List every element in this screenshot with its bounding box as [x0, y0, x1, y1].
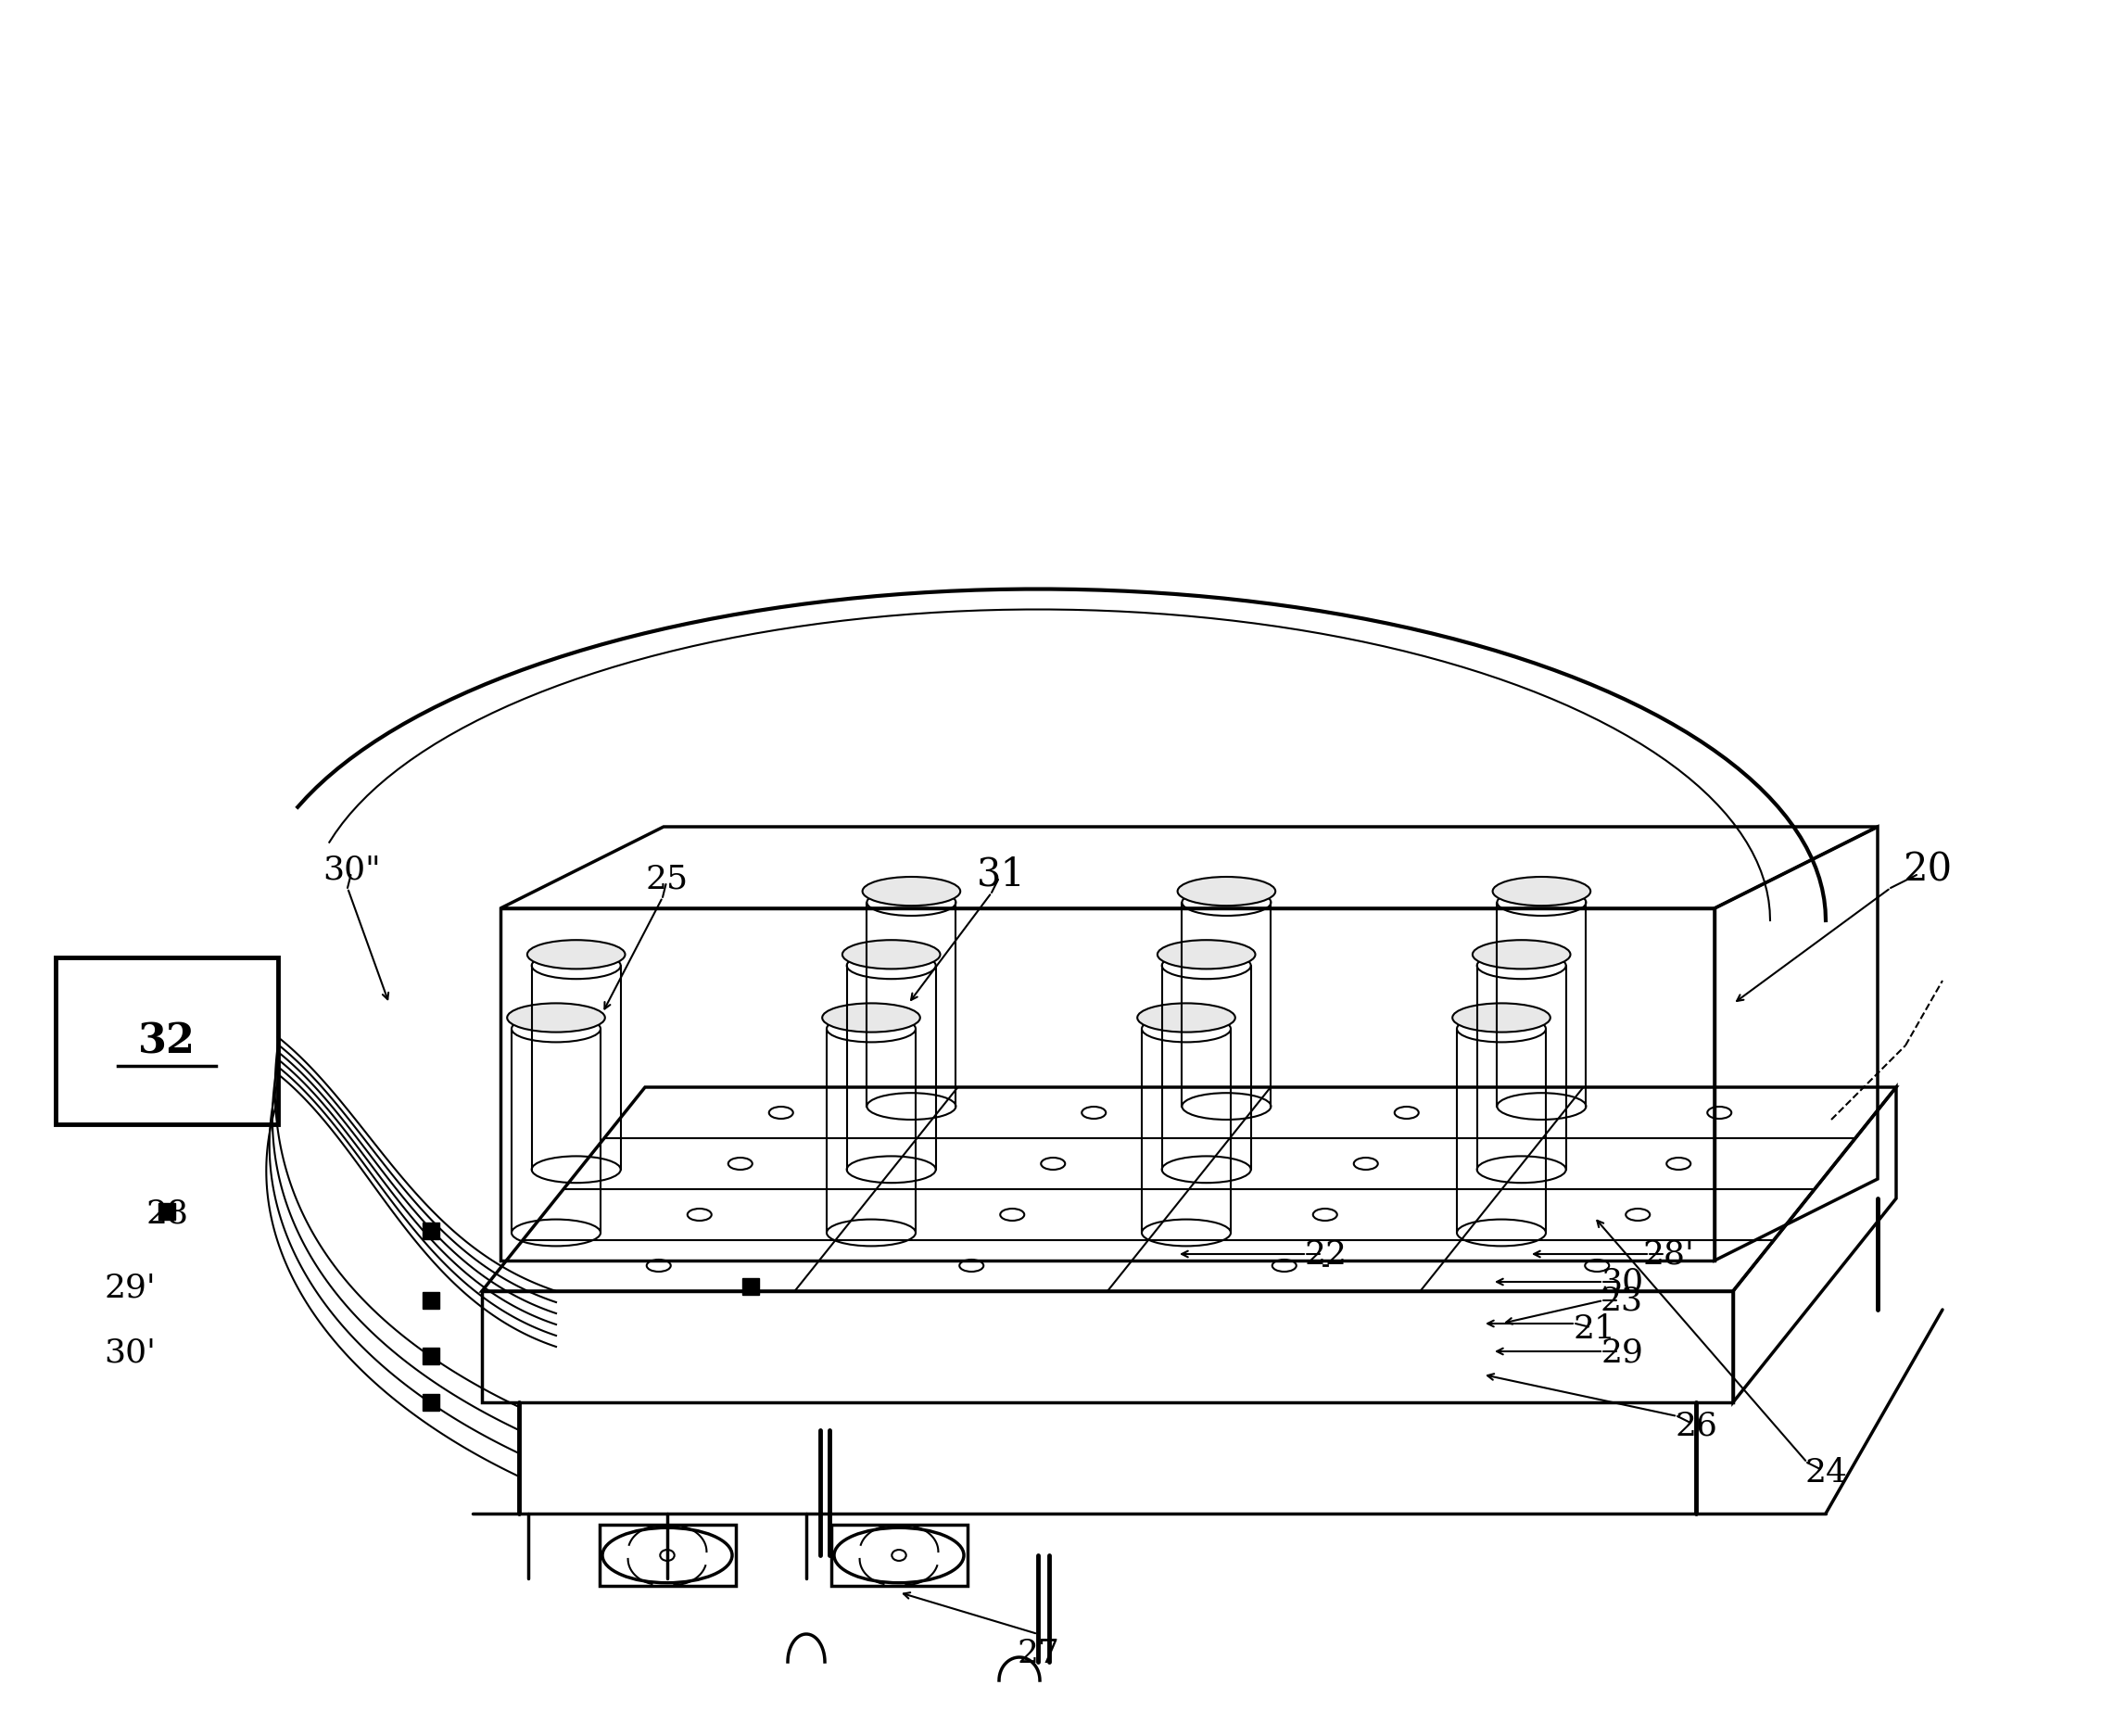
Text: 25: 25 — [646, 863, 689, 894]
Bar — [55, 958, 279, 1125]
Text: 29: 29 — [1601, 1335, 1643, 1368]
Bar — [742, 1278, 759, 1295]
Ellipse shape — [1473, 941, 1571, 969]
Bar — [423, 1222, 440, 1240]
Ellipse shape — [891, 1550, 906, 1561]
Text: 28: 28 — [145, 1196, 187, 1229]
Ellipse shape — [1178, 877, 1276, 906]
Bar — [423, 1292, 440, 1309]
Text: 22: 22 — [1303, 1238, 1346, 1271]
Bar — [159, 1203, 174, 1220]
Text: 20: 20 — [1903, 851, 1952, 889]
Text: 32: 32 — [138, 1021, 196, 1061]
Text: 26: 26 — [1675, 1410, 1718, 1441]
Ellipse shape — [863, 877, 961, 906]
Ellipse shape — [508, 1003, 606, 1033]
Bar — [423, 1394, 440, 1411]
Bar — [600, 1524, 736, 1587]
Text: 24: 24 — [1805, 1457, 1847, 1488]
Ellipse shape — [527, 941, 625, 969]
Text: 28': 28' — [1641, 1238, 1694, 1271]
Ellipse shape — [661, 1550, 674, 1561]
Text: 21: 21 — [1573, 1312, 1616, 1344]
Text: 23: 23 — [1601, 1285, 1643, 1316]
Ellipse shape — [1157, 941, 1254, 969]
Text: 29': 29' — [104, 1271, 155, 1302]
Ellipse shape — [1492, 877, 1590, 906]
Bar — [831, 1524, 967, 1587]
Ellipse shape — [1452, 1003, 1550, 1033]
Ellipse shape — [842, 941, 940, 969]
Bar — [423, 1347, 440, 1364]
Ellipse shape — [823, 1003, 921, 1033]
Text: 30': 30' — [104, 1335, 155, 1368]
Text: 31: 31 — [976, 856, 1025, 894]
Text: 30: 30 — [1601, 1266, 1643, 1299]
Text: 30": 30" — [323, 854, 381, 885]
Text: 27: 27 — [1016, 1637, 1059, 1668]
Ellipse shape — [1137, 1003, 1235, 1033]
